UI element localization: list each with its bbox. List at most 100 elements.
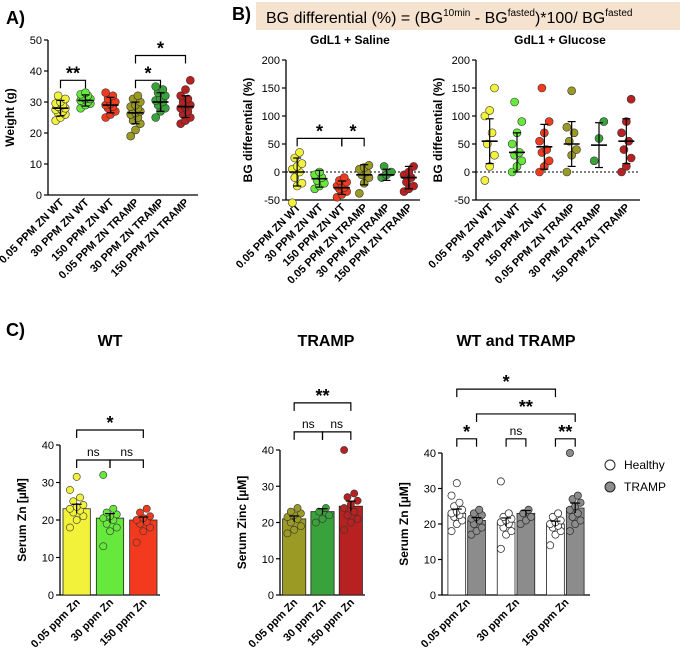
significance-bracket: [475, 413, 576, 422]
y-axis-label: BG differential (%): [431, 78, 445, 183]
significance-label: **: [519, 397, 533, 417]
data-point: [79, 501, 88, 509]
formula-sup-1: 10min: [443, 8, 470, 19]
y-tick-label: 20: [30, 128, 42, 140]
data-point: [72, 472, 81, 481]
data-point: [76, 493, 84, 502]
significance-bracket: [76, 429, 144, 438]
data-point: [496, 544, 505, 553]
significance-label: *: [144, 63, 151, 83]
data-point: [537, 83, 547, 93]
data-point: [562, 122, 572, 132]
y-tick-label: 200: [262, 55, 280, 67]
category-label: 30 ppm Zn: [475, 596, 523, 644]
significance-label: *: [106, 413, 113, 433]
significance-label: ns: [120, 445, 133, 459]
data-point: [447, 491, 456, 500]
data-point: [490, 83, 499, 93]
significance-bracket: [321, 431, 352, 440]
data-point: [626, 153, 636, 163]
data-point: [573, 491, 582, 500]
data-point: [626, 94, 636, 104]
data-point: [139, 527, 148, 536]
data-point: [106, 527, 114, 536]
data-point: [599, 117, 609, 126]
data-point: [66, 504, 74, 513]
y-tick-label: 40: [30, 66, 42, 78]
significance-label: ns: [510, 424, 523, 438]
data-point: [544, 117, 554, 126]
data-point: [544, 156, 554, 166]
y-tick-label: 40: [424, 448, 436, 460]
y-tick-label: 50: [30, 35, 42, 47]
y-tick-label: 200: [452, 55, 470, 67]
data-point: [409, 181, 418, 191]
data-point: [181, 85, 190, 94]
y-axis-label: Weight (g): [3, 88, 17, 146]
data-point: [146, 512, 154, 521]
data-point: [101, 88, 110, 97]
significance-label: *: [503, 372, 510, 392]
chart-title: WT: [98, 333, 123, 350]
y-tick-label: 20: [262, 518, 274, 530]
y-tick-label: 0: [36, 190, 42, 202]
data-point: [340, 525, 349, 534]
data-point: [527, 512, 536, 521]
data-point: [102, 508, 111, 517]
significance-bracket: [505, 438, 527, 447]
data-point: [355, 188, 364, 198]
y-tick-label: 30: [42, 478, 54, 490]
category-label: 0.05 ppm Zn: [419, 596, 473, 650]
data-point: [510, 97, 519, 107]
y-tick-label: 20: [42, 515, 54, 527]
glucose-bg-chart: -50 0 50 100 150 200 BG differential (%) GdL1 +…: [426, 33, 640, 287]
data-point: [546, 541, 555, 550]
data-point: [325, 511, 334, 520]
saline-bg-chart: -50 0 50 100 150 200 BG differential (%) GdL1 +…: [234, 33, 420, 287]
y-tick-label: 150: [452, 83, 470, 95]
data-point: [286, 507, 295, 516]
data-point: [535, 167, 544, 177]
data-point: [490, 150, 499, 160]
legend-label: TRAMP: [624, 480, 666, 494]
data-point: [343, 511, 352, 520]
panel-label-a: A): [6, 8, 25, 28]
significance-bracket: [293, 431, 324, 440]
y-tick-label: 10: [424, 555, 436, 567]
significance-bracket: [134, 54, 187, 64]
chart-title: GdL1 + Glucose: [514, 33, 606, 47]
significance-bracket: [456, 438, 478, 447]
data-point: [475, 505, 484, 514]
data-point: [311, 518, 320, 527]
y-tick-label: 30: [262, 481, 274, 493]
significance-label: **: [66, 63, 80, 83]
data-point: [112, 510, 121, 519]
y-axis-label: Serum Zn [µM]: [15, 478, 29, 562]
data-point: [296, 522, 305, 531]
y-tick-label: 0: [48, 590, 54, 602]
data-point: [72, 516, 81, 524]
y-tick-label: 10: [42, 553, 54, 565]
data-point: [109, 504, 118, 513]
y-tick-label: 0: [464, 167, 470, 179]
data-point: [572, 145, 581, 154]
data-point: [350, 507, 359, 516]
significance-label: *: [316, 121, 323, 141]
data-point: [61, 94, 70, 104]
data-point: [126, 131, 135, 141]
significance-label: *: [349, 121, 356, 141]
data-point: [617, 128, 626, 138]
significance-label: ns: [87, 445, 100, 459]
data-point: [617, 167, 626, 177]
significance-bracket: [59, 79, 87, 89]
y-tick-label: 30: [424, 484, 436, 496]
data-point: [480, 176, 490, 185]
formula-prefix: BG differential (%) = (BG: [266, 10, 443, 27]
formula-box: [256, 2, 680, 30]
panel-label-c: C): [6, 320, 25, 340]
y-axis-label: Serum Zn [µM]: [397, 482, 411, 566]
data-point: [573, 509, 582, 518]
panel-label-b: B): [232, 4, 251, 24]
data-point: [589, 156, 599, 166]
